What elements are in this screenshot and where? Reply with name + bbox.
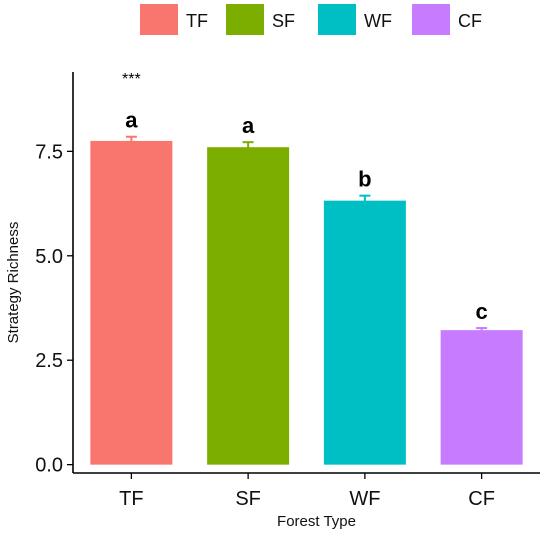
y-tick-label: 7.5 xyxy=(35,141,63,163)
legend-swatch-sf xyxy=(226,4,264,35)
x-axis-ticks: TF SF WF CF xyxy=(119,473,495,510)
legend-swatch-tf xyxy=(140,4,178,35)
significance-letter-sf: a xyxy=(242,113,255,138)
significance-letters-layer: a a b c xyxy=(125,108,488,324)
y-tick-label: 0.0 xyxy=(35,455,63,477)
legend-swatch-wf xyxy=(318,4,356,35)
error-bars-layer xyxy=(125,135,488,333)
x-axis-title: Forest Type xyxy=(277,513,356,530)
y-axis-ticks: 0.0 2.5 5.0 7.5 xyxy=(35,141,73,477)
y-axis-title: Strategy Richness xyxy=(5,222,22,344)
legend-label-cf: CF xyxy=(458,11,482,31)
significance-letter-cf: c xyxy=(476,299,488,324)
x-tick-label-cf: CF xyxy=(468,488,495,510)
x-tick-label-sf: SF xyxy=(235,488,261,510)
significance-letter-wf: b xyxy=(358,167,371,192)
y-tick-label: 2.5 xyxy=(35,350,63,372)
bar-tf xyxy=(90,140,173,465)
bars-layer xyxy=(90,140,523,465)
legend-label-tf: TF xyxy=(186,11,208,31)
x-tick-label-wf: WF xyxy=(349,488,380,510)
x-tick-label-tf: TF xyxy=(119,488,143,510)
legend-label-wf: WF xyxy=(364,11,392,31)
legend: TF SF WF CF xyxy=(140,4,482,35)
bar-wf xyxy=(323,200,406,465)
overall-significance-label: *** xyxy=(122,71,141,88)
legend-swatch-cf xyxy=(412,4,450,35)
axes xyxy=(72,72,540,474)
significance-letter-tf: a xyxy=(125,108,138,133)
legend-label-sf: SF xyxy=(272,11,295,31)
y-tick-label: 5.0 xyxy=(35,246,63,268)
bar-sf xyxy=(207,147,290,465)
bar-cf xyxy=(440,330,523,465)
